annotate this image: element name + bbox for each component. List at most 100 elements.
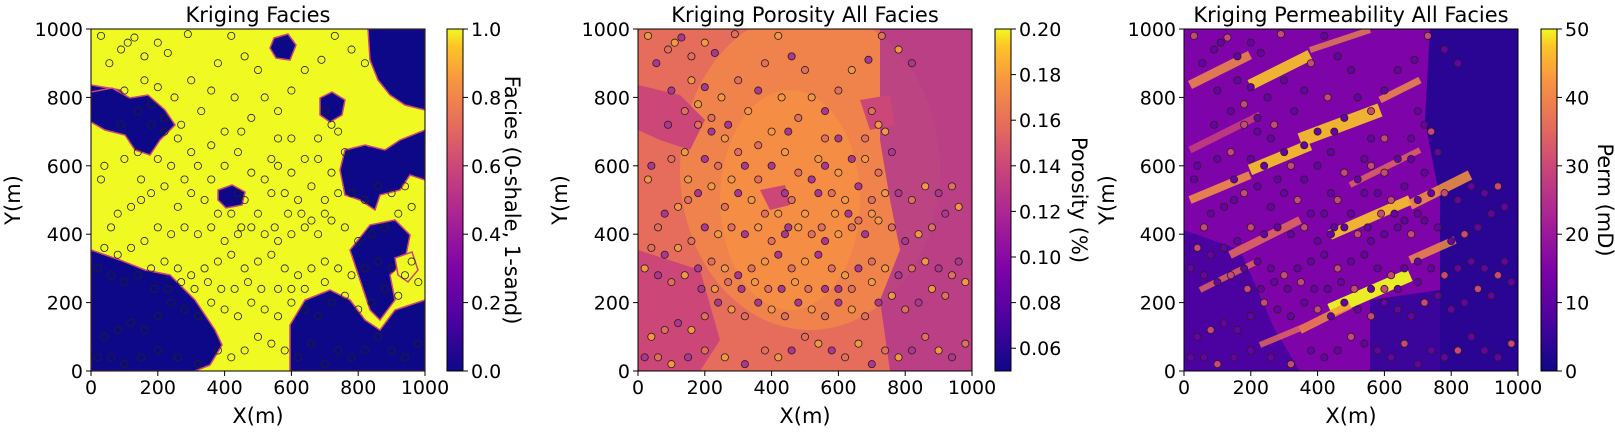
x-tick-label: 400: [753, 377, 789, 399]
well-marker: [1413, 195, 1422, 204]
well-marker: [714, 230, 723, 239]
well-marker: [1320, 250, 1329, 259]
well-marker: [1323, 284, 1332, 293]
well-marker: [1213, 360, 1222, 369]
well-marker: [213, 257, 222, 266]
well-marker: [1393, 284, 1402, 293]
well-marker: [163, 48, 172, 57]
well-marker: [744, 107, 753, 116]
x-tick-label: 0: [632, 377, 644, 399]
well-marker: [1353, 175, 1362, 184]
well-marker: [207, 223, 216, 232]
well-marker: [1390, 209, 1399, 218]
well-marker: [1200, 271, 1209, 280]
well-marker: [887, 148, 896, 157]
well-marker: [1260, 230, 1269, 239]
y-tick-label: 400: [594, 224, 630, 246]
x-tick-label: 1000: [401, 377, 449, 399]
well-marker: [187, 148, 196, 157]
well-marker: [700, 83, 709, 92]
colorbar-tick-label: 40: [1565, 87, 1589, 109]
well-marker: [160, 257, 169, 266]
shale-body: [367, 29, 425, 111]
y-tick-label: 0: [71, 361, 83, 383]
well-marker: [877, 31, 886, 40]
well-marker: [1213, 86, 1222, 95]
well-marker: [394, 291, 403, 300]
well-marker: [780, 148, 789, 157]
facies-x-ticks: 0 200 400 600 800 1000: [85, 371, 449, 399]
well-marker: [180, 175, 189, 184]
well-marker: [780, 230, 789, 239]
well-marker: [120, 360, 129, 369]
well-marker: [687, 325, 696, 334]
well-marker: [347, 45, 356, 54]
well-marker: [1280, 271, 1289, 280]
well-marker: [247, 113, 256, 122]
well-marker: [700, 154, 709, 163]
well-marker: [777, 93, 786, 102]
well-marker: [887, 223, 896, 232]
well-marker: [674, 319, 683, 328]
well-marker: [180, 223, 189, 232]
permeability-heatmap: [1184, 29, 1518, 371]
well-marker: [163, 284, 172, 293]
permeability-colorbar: [1540, 28, 1558, 372]
well-marker: [177, 120, 186, 129]
well-marker: [1230, 195, 1239, 204]
well-marker: [787, 195, 796, 204]
well-marker: [237, 223, 246, 232]
well-marker: [714, 161, 723, 170]
well-marker: [1440, 353, 1449, 362]
well-marker: [740, 360, 749, 369]
well-marker: [327, 298, 336, 307]
well-marker: [760, 209, 769, 218]
well-marker: [307, 339, 316, 348]
well-marker: [727, 175, 736, 184]
well-marker: [1377, 209, 1386, 218]
well-marker: [1330, 127, 1339, 136]
well-marker: [740, 161, 749, 170]
well-marker: [1420, 298, 1429, 307]
well-marker: [317, 55, 326, 64]
well-marker: [707, 113, 716, 122]
well-marker: [1493, 271, 1502, 280]
well-marker: [380, 284, 389, 293]
well-marker: [1493, 353, 1502, 362]
well-marker: [147, 189, 156, 198]
well-marker: [1433, 291, 1442, 300]
well-marker: [667, 154, 676, 163]
porosity-panel: Kriging Porosity All Facies 0 200 400 600 80…: [548, 3, 1091, 428]
well-marker: [187, 189, 196, 198]
facies-colorbar: [446, 28, 464, 372]
well-marker: [1266, 134, 1275, 143]
well-marker: [947, 271, 956, 280]
well-marker: [1473, 223, 1482, 232]
well-marker: [727, 223, 736, 232]
well-marker: [787, 346, 796, 355]
well-marker: [220, 161, 229, 170]
well-marker: [864, 55, 873, 64]
well-marker: [790, 278, 799, 287]
x-tick-label: 600: [820, 377, 856, 399]
well-marker: [314, 312, 323, 321]
well-marker: [300, 284, 309, 293]
well-marker: [1423, 31, 1432, 40]
well-marker: [1300, 175, 1309, 184]
well-marker: [320, 107, 329, 116]
well-marker: [1193, 161, 1202, 170]
well-marker: [654, 223, 663, 232]
well-marker: [861, 134, 870, 143]
well-marker: [1453, 59, 1462, 68]
well-marker: [1427, 264, 1436, 273]
well-marker: [274, 284, 283, 293]
well-marker: [710, 284, 719, 293]
well-marker: [414, 278, 423, 287]
well-marker: [227, 250, 236, 259]
x-tick-label: 1000: [948, 377, 996, 399]
well-marker: [113, 250, 122, 259]
well-marker: [1336, 278, 1345, 287]
well-marker: [233, 189, 242, 198]
well-marker: [227, 209, 236, 218]
y-tick-label: 200: [1140, 293, 1176, 315]
